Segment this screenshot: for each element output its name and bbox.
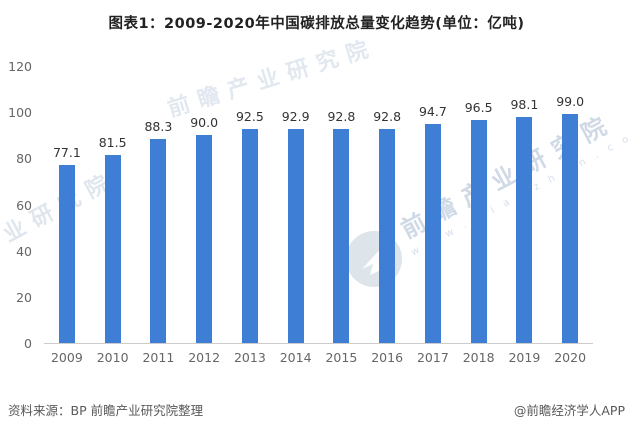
bar [287, 128, 304, 343]
bar [424, 124, 441, 343]
y-tick-label: 60 [16, 197, 32, 213]
bar [333, 128, 350, 343]
bar-column: 92.8 [319, 66, 365, 343]
bar-value-label: 99.0 [556, 94, 585, 110]
bar-column: 81.5 [90, 66, 136, 343]
bar-column: 90.0 [181, 66, 227, 343]
x-tick-label: 2015 [325, 350, 358, 365]
x-tick-label: 2010 [96, 350, 129, 365]
bar-column: 99.0 [547, 66, 593, 343]
bar-value-label: 90.0 [190, 115, 219, 131]
x-axis: 2009 2010 2011 2012 2013 2014 2015 2016 2017 2018… [44, 350, 593, 365]
chart-footer: 资料来源：BP 前瞻产业研究院整理 @前瞻经济学人APP [8, 400, 625, 419]
y-tick-label: 20 [16, 289, 32, 305]
bar-column: 92.9 [273, 66, 319, 343]
bar-value-label: 94.7 [418, 104, 447, 120]
bar-value-label: 77.1 [52, 145, 81, 161]
bar-column: 88.3 [136, 66, 182, 343]
bar-value-label: 92.5 [235, 109, 264, 125]
plot-area: 77.1 81.5 88.3 90.0 92.5 92.9 92.8 92.8 94.7 96.5… [44, 66, 593, 344]
bar-column: 96.5 [456, 66, 502, 343]
y-tick-label: 80 [16, 151, 32, 167]
bar-value-label: 92.9 [281, 108, 310, 124]
bar [150, 139, 167, 343]
x-tick-label: 2013 [233, 350, 266, 365]
x-tick-label: 2019 [508, 350, 541, 365]
bar-value-label: 92.8 [373, 108, 402, 124]
x-tick-label: 2011 [142, 350, 175, 365]
plot-columns: 77.1 81.5 88.3 90.0 92.5 92.9 92.8 92.8 94.7 96.5… [44, 66, 593, 343]
x-tick-label: 2009 [50, 350, 83, 365]
y-tick-label: 100 [8, 105, 32, 121]
x-tick-label: 2012 [188, 350, 221, 365]
bar-column: 92.5 [227, 66, 273, 343]
bar-value-label: 88.3 [144, 119, 173, 135]
bar [196, 135, 213, 343]
credit-note: @前瞻经济学人APP [513, 403, 625, 418]
bar [516, 116, 533, 343]
bar-value-label: 81.5 [98, 134, 127, 150]
bar-value-label: 92.8 [327, 108, 356, 124]
bar [562, 114, 579, 343]
bar [104, 154, 121, 343]
bar-column: 92.8 [364, 66, 410, 343]
bar [470, 120, 487, 343]
y-axis: 0 20 40 60 80 100 120 [0, 59, 36, 351]
bar-column: 77.1 [44, 66, 90, 343]
bar-value-label: 98.1 [510, 96, 539, 112]
y-tick-label: 40 [16, 243, 32, 259]
x-tick-label: 2017 [416, 350, 449, 365]
bar-column: 98.1 [502, 66, 548, 343]
x-tick-label: 2020 [554, 350, 587, 365]
bar-value-label: 96.5 [464, 100, 493, 116]
bar-column: 94.7 [410, 66, 456, 343]
bar [379, 128, 396, 343]
source-note: 资料来源：BP 前瞻产业研究院整理 [8, 403, 204, 418]
y-tick-label: 120 [8, 59, 32, 74]
x-tick-label: 2018 [462, 350, 495, 365]
chart-title: 图表1：2009-2020年中国碳排放总量变化趋势(单位：亿吨) [108, 16, 525, 32]
bar [241, 129, 258, 343]
x-tick-label: 2016 [371, 350, 404, 365]
x-tick-label: 2014 [279, 350, 312, 365]
y-tick-label: 0 [24, 336, 32, 351]
bar [58, 165, 75, 343]
